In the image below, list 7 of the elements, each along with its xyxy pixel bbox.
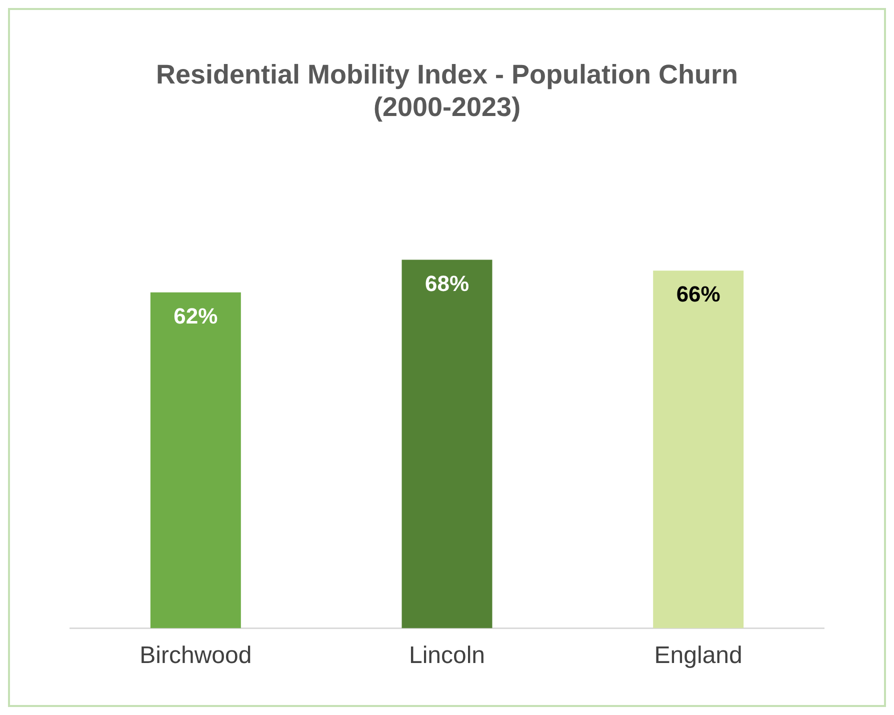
x-tick-label: Lincoln	[408, 642, 486, 670]
data-label: 68%	[424, 270, 470, 296]
chart-title: Residential Mobility Index - Population Churn (2000-2023)	[156, 60, 738, 122]
x-tick-label: Birchwood	[140, 642, 252, 670]
data-label: 62%	[174, 303, 218, 328]
data-label: 66%	[676, 282, 720, 307]
x-tick-label: England	[654, 642, 742, 670]
